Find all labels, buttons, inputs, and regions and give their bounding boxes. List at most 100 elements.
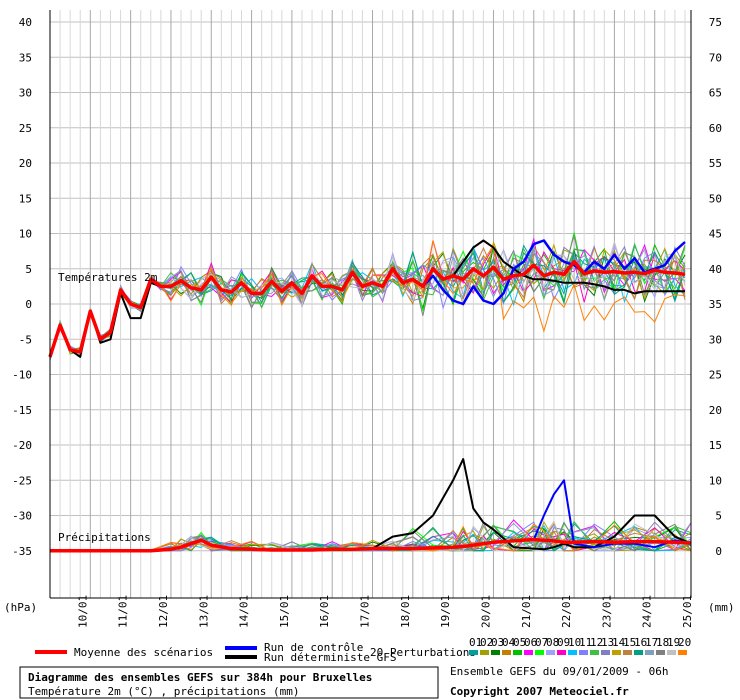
x-tick-label: 16/01 bbox=[318, 595, 331, 628]
x-tick-label: 14/01 bbox=[238, 595, 251, 628]
x-tick-label: 10/01 bbox=[76, 595, 89, 628]
right-tick-label: 75 bbox=[709, 16, 722, 29]
left-tick-label: 15 bbox=[19, 192, 32, 205]
mean-temp-line bbox=[48, 259, 686, 358]
temperature-label: Températures 2m bbox=[58, 271, 158, 284]
member-swatch bbox=[546, 650, 555, 655]
x-tick-label: 11/01 bbox=[117, 595, 130, 628]
left-tick-label: 25 bbox=[19, 122, 32, 135]
left-tick-label: 30 bbox=[19, 87, 32, 100]
legend-control-label: Run de contrôle bbox=[264, 641, 363, 654]
member-swatch bbox=[535, 650, 544, 655]
x-tick-label: 15/01 bbox=[278, 595, 291, 628]
member-id-label: 06 bbox=[524, 636, 537, 649]
right-tick-label: 55 bbox=[709, 157, 722, 170]
member-swatch bbox=[469, 650, 478, 655]
x-axis-ticks: 10/01 11/01 12/01 13/01 14/01 15/01 16/01 17/01… bbox=[76, 595, 694, 628]
run-info: Ensemble GEFS du 09/01/2009 - 06h bbox=[450, 665, 669, 678]
member-swatch bbox=[502, 650, 511, 655]
x-tick-label: 23/01 bbox=[600, 595, 613, 628]
right-tick-label: 5 bbox=[715, 510, 722, 523]
chart-subtitle: Température 2m (°C) , précipitations (mm… bbox=[28, 685, 300, 698]
member-swatch bbox=[568, 650, 577, 655]
legend: Moyenne des scénarios Run de contrôle Ru… bbox=[35, 636, 691, 664]
member-swatch bbox=[601, 650, 610, 655]
member-swatch bbox=[579, 650, 588, 655]
left-tick-label: 10 bbox=[19, 228, 32, 241]
member-swatch bbox=[513, 650, 522, 655]
member-id-label: 08 bbox=[546, 636, 559, 649]
member-swatch bbox=[480, 650, 489, 655]
legend-perturbations-label: 20 Perturbations bbox=[370, 646, 476, 659]
grid bbox=[50, 10, 691, 598]
chart-title: Diagramme des ensembles GEFS sur 384h po… bbox=[28, 671, 372, 684]
copyright: Copyright 2007 Meteociel.fr bbox=[450, 685, 629, 698]
legend-deterministic-label: Run déterministe GFS bbox=[264, 651, 396, 664]
x-tick-label: 19/01 bbox=[439, 595, 452, 628]
right-tick-label: 35 bbox=[709, 298, 722, 311]
left-tick-label: 40 bbox=[19, 16, 32, 29]
right-tick-label: 65 bbox=[709, 87, 722, 100]
member-id-label: 11 bbox=[579, 636, 592, 649]
right-tick-label: 70 bbox=[709, 51, 722, 64]
right-tick-label: 60 bbox=[709, 122, 722, 135]
left-tick-label: 35 bbox=[19, 51, 32, 64]
member-swatch bbox=[678, 650, 687, 655]
right-tick-label: 0 bbox=[715, 545, 722, 558]
x-tick-label: 25/01 bbox=[681, 595, 694, 628]
x-tick-label: 24/01 bbox=[641, 595, 654, 628]
right-tick-label: 10 bbox=[709, 474, 722, 487]
member-id-label: 10 bbox=[568, 636, 581, 649]
left-tick-label: -20 bbox=[12, 439, 32, 452]
right-tick-label: 45 bbox=[709, 228, 722, 241]
right-tick-label: 30 bbox=[709, 333, 722, 346]
member-swatch bbox=[623, 650, 632, 655]
left-tick-label: 0 bbox=[25, 298, 32, 311]
right-tick-label: 25 bbox=[709, 369, 722, 382]
x-tick-label: 18/01 bbox=[399, 595, 412, 628]
member-id-label: 20 bbox=[678, 636, 691, 649]
left-tick-label: -15 bbox=[12, 404, 32, 417]
right-tick-label: 15 bbox=[709, 439, 722, 452]
member-swatch bbox=[557, 650, 566, 655]
right-unit-label: (mm) bbox=[708, 601, 735, 614]
member-swatch bbox=[612, 650, 621, 655]
member-id-label: 15 bbox=[623, 636, 636, 649]
x-tick-label: 12/01 bbox=[157, 595, 170, 628]
x-tick-label: 22/01 bbox=[560, 595, 573, 628]
left-tick-label: 20 bbox=[19, 157, 32, 170]
member-id-label: 03 bbox=[491, 636, 504, 649]
member-swatch bbox=[524, 650, 533, 655]
right-tick-label: 20 bbox=[709, 404, 722, 417]
right-tick-label: 50 bbox=[709, 192, 722, 205]
member-swatch bbox=[645, 650, 654, 655]
member-swatch bbox=[634, 650, 643, 655]
mean-precip-line bbox=[50, 537, 692, 553]
member-id-label: 12 bbox=[590, 636, 603, 649]
left-tick-label: -25 bbox=[12, 474, 32, 487]
x-tick-label: 20/01 bbox=[479, 595, 492, 628]
member-id-label: 14 bbox=[612, 636, 626, 649]
member-id-label: 02 bbox=[480, 636, 493, 649]
precipitation-label: Précipitations bbox=[58, 531, 151, 544]
x-tick-label: 17/01 bbox=[359, 595, 372, 628]
legend-mean-label: Moyenne des scénarios bbox=[74, 646, 213, 659]
member-id-label: 16 bbox=[634, 636, 647, 649]
title-box bbox=[19, 666, 439, 699]
member-id-label: 19 bbox=[667, 636, 680, 649]
member-swatch bbox=[590, 650, 599, 655]
x-tick-label: 13/01 bbox=[197, 595, 210, 628]
left-tick-label: -35 bbox=[12, 545, 32, 558]
left-tick-label: -5 bbox=[19, 333, 32, 346]
member-id-label: 09 bbox=[557, 636, 570, 649]
member-id-label: 07 bbox=[535, 636, 548, 649]
member-id-label: 18 bbox=[656, 636, 669, 649]
member-id-label: 13 bbox=[601, 636, 614, 649]
left-axis-ticks: 40 35 30 25 20 15 10 5 0 -5 -10 -15 -20 -25 -30 -35 bbox=[12, 16, 32, 558]
left-unit-label: (hPa) bbox=[4, 601, 37, 614]
member-id-label: 01 bbox=[469, 636, 482, 649]
